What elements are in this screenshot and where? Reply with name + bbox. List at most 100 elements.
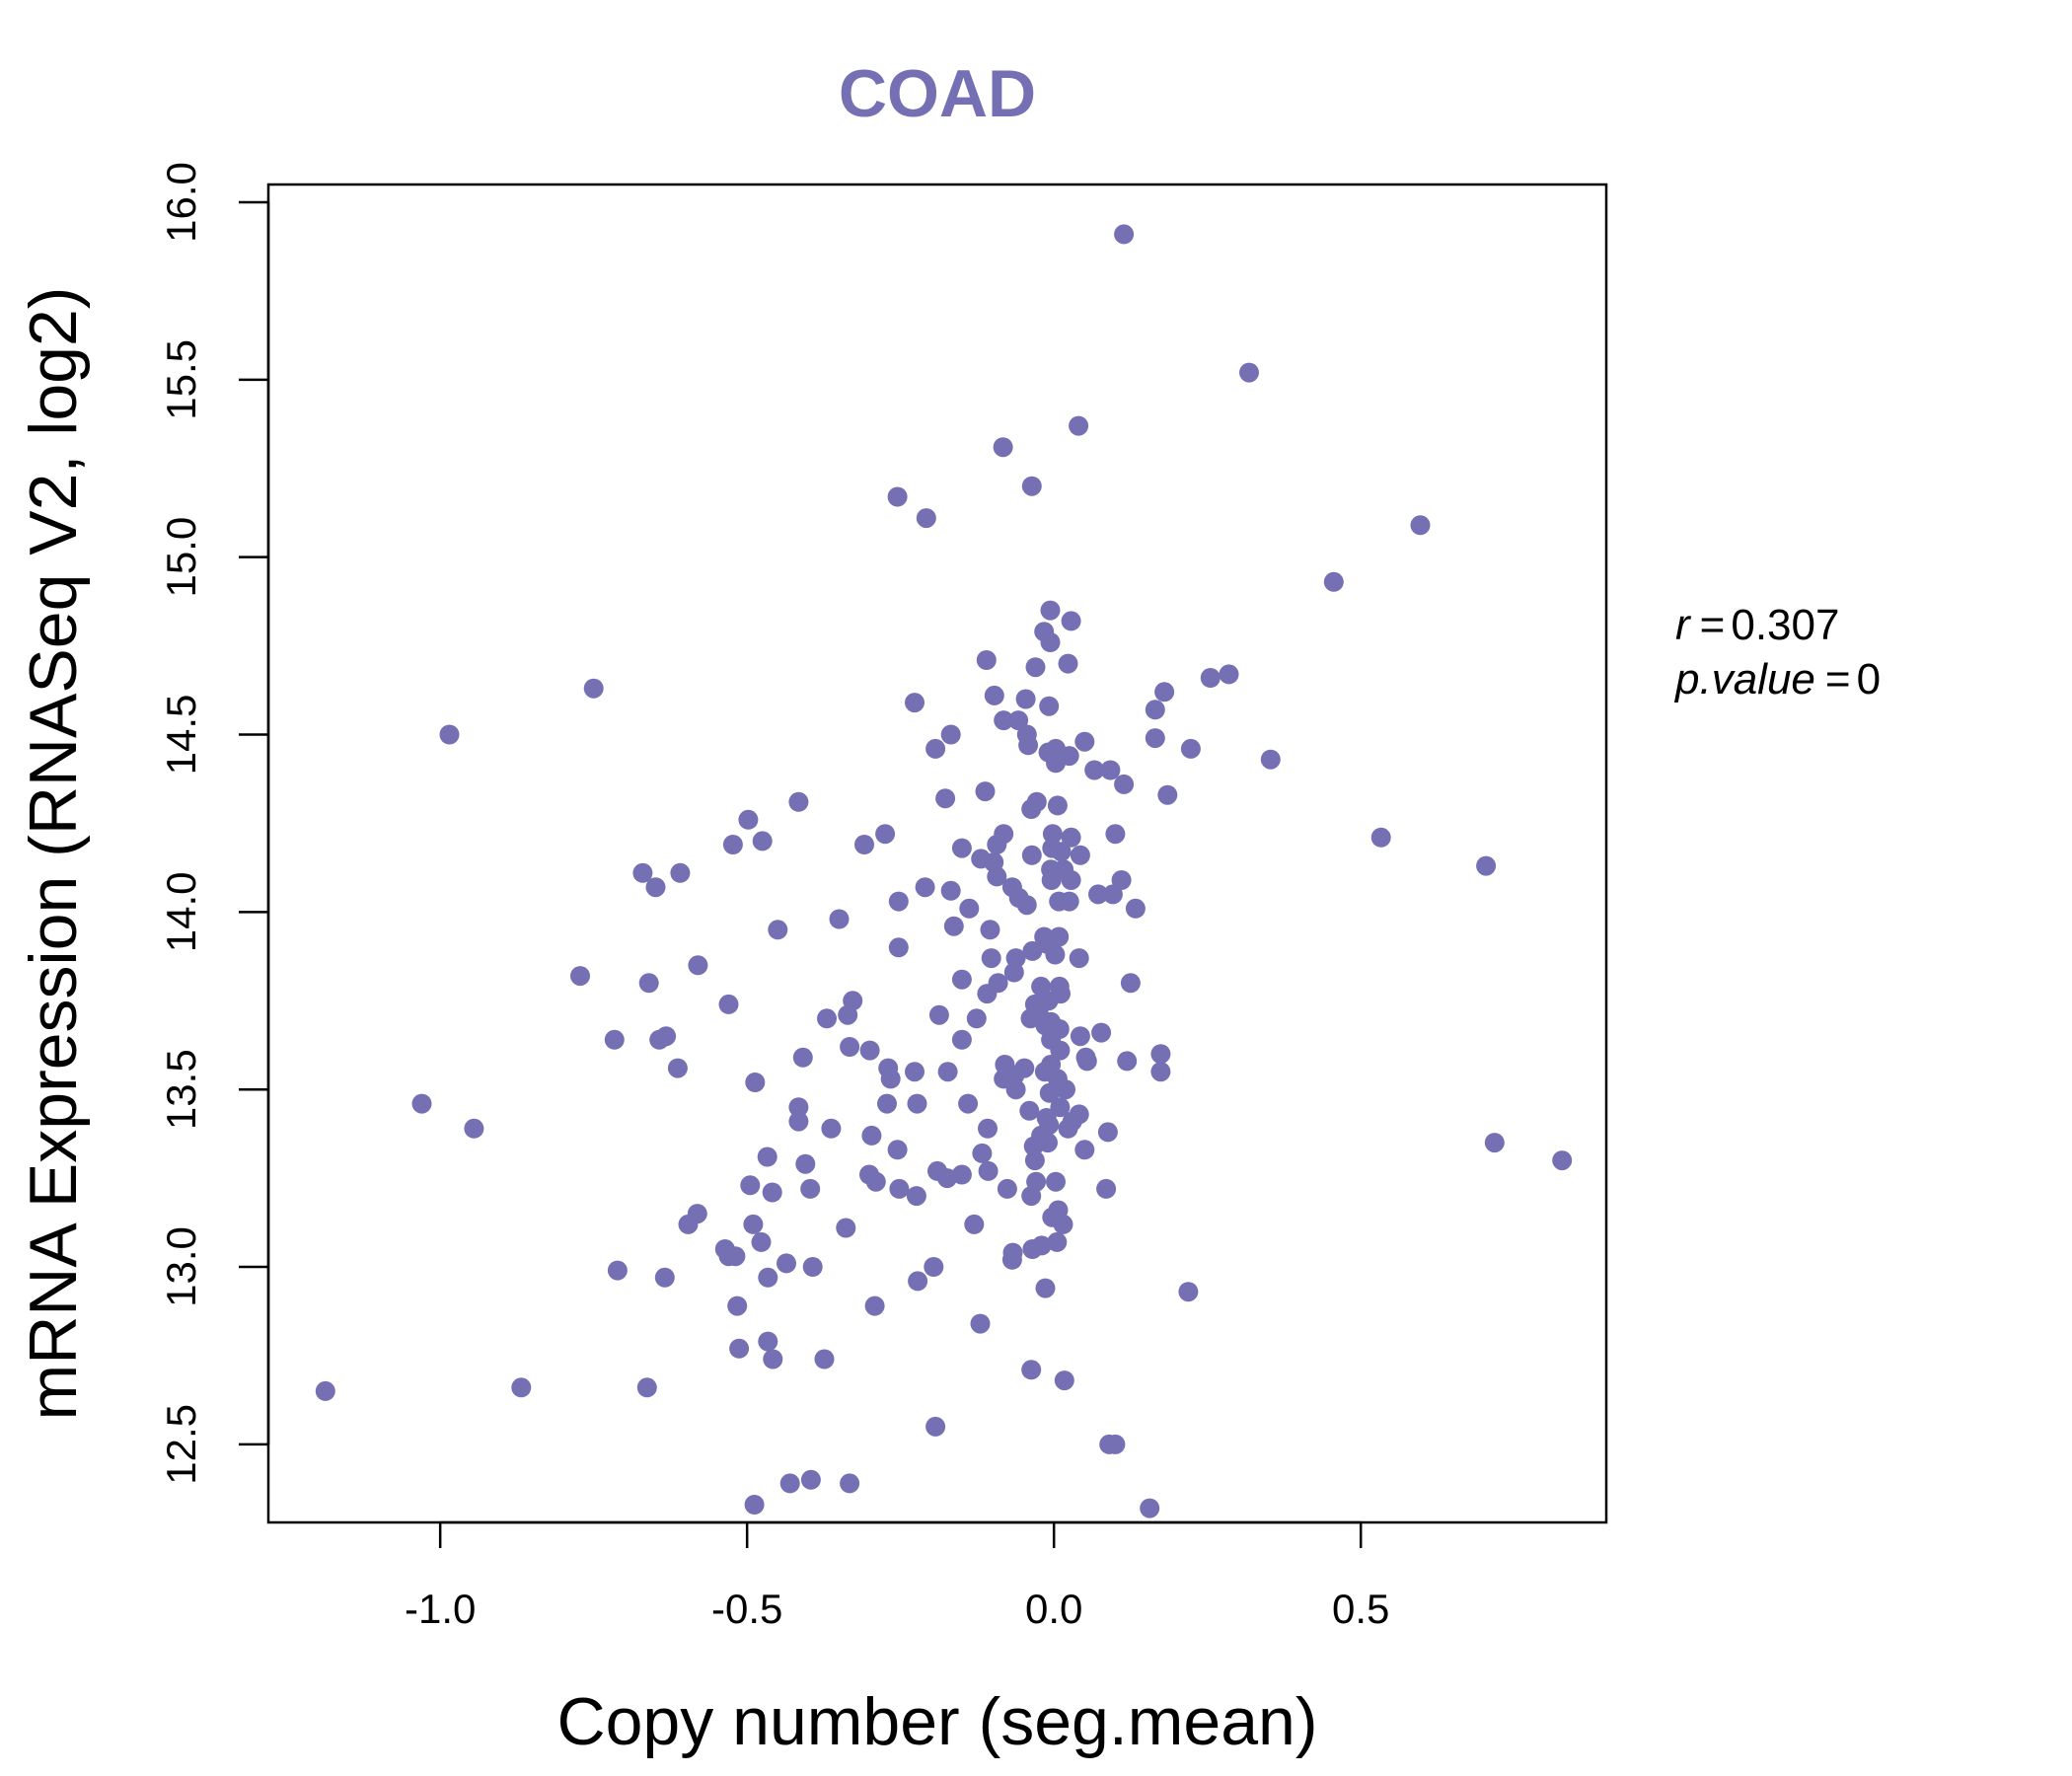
data-point xyxy=(1058,1118,1078,1139)
data-point xyxy=(1046,1171,1066,1192)
data-point xyxy=(1058,653,1078,674)
r-equals: = xyxy=(1700,601,1726,649)
y-tick-label: 15.0 xyxy=(158,517,204,598)
data-point xyxy=(802,1257,823,1277)
data-point xyxy=(743,1214,764,1234)
data-point xyxy=(997,1178,1017,1199)
data-point xyxy=(994,710,1014,731)
data-point xyxy=(984,685,1004,705)
data-point xyxy=(978,1160,999,1181)
r-value: 0.307 xyxy=(1731,601,1839,649)
data-point xyxy=(905,693,925,713)
data-point xyxy=(795,1153,816,1174)
x-tick-label: 0.0 xyxy=(1025,1586,1082,1632)
p-annotation: p.value = 0 xyxy=(1673,655,1881,703)
data-point xyxy=(758,1331,778,1352)
data-point xyxy=(740,1175,761,1196)
data-point xyxy=(814,1349,835,1369)
data-point xyxy=(788,1097,809,1118)
data-point xyxy=(1019,1100,1040,1121)
data-point xyxy=(925,738,946,759)
points-layer xyxy=(315,224,1573,1518)
data-point xyxy=(976,650,997,670)
data-point xyxy=(966,1008,987,1029)
data-point xyxy=(1005,1079,1026,1100)
y-tick-label: 12.5 xyxy=(158,1404,204,1485)
data-point xyxy=(970,1313,991,1334)
data-point xyxy=(1041,870,1062,890)
data-point xyxy=(632,862,653,883)
y-tick-label: 15.5 xyxy=(158,339,204,420)
data-point xyxy=(1047,1231,1068,1252)
data-point xyxy=(757,1147,777,1167)
data-point xyxy=(1200,668,1221,688)
data-point xyxy=(729,1338,750,1359)
data-point xyxy=(1145,728,1165,749)
y-axis: 12.5 13.0 13.5 14.0 14.5 15.0 15.5 16.0 xyxy=(158,162,270,1485)
data-point xyxy=(745,1073,766,1092)
data-point xyxy=(1022,1239,1043,1259)
data-point xyxy=(1145,700,1165,720)
data-point xyxy=(1021,799,1042,819)
data-point xyxy=(752,831,773,851)
data-point xyxy=(1114,224,1135,245)
data-point xyxy=(978,1118,998,1139)
data-point xyxy=(315,1380,335,1401)
y-tick-label: 13.0 xyxy=(158,1226,204,1307)
data-point xyxy=(1023,1136,1044,1156)
x-axis: -1.0 -0.5 0.0 0.5 xyxy=(405,1520,1389,1632)
data-point xyxy=(788,1111,809,1132)
p-label: p.value xyxy=(1673,655,1815,703)
data-point xyxy=(1021,1360,1042,1380)
data-point xyxy=(738,809,759,830)
p-equals: = xyxy=(1825,655,1851,703)
data-point xyxy=(1105,1434,1126,1454)
data-point xyxy=(951,969,972,990)
data-point xyxy=(905,1062,925,1082)
data-point xyxy=(1178,1282,1199,1302)
data-point xyxy=(981,948,1001,969)
p-value: 0 xyxy=(1857,655,1881,703)
data-point xyxy=(817,1008,837,1029)
data-point xyxy=(1100,760,1121,780)
data-point xyxy=(854,835,874,854)
data-point xyxy=(1219,664,1239,685)
data-point xyxy=(1150,1044,1171,1065)
data-point xyxy=(1003,962,1024,983)
data-point xyxy=(1091,1022,1112,1043)
data-point xyxy=(1039,696,1060,716)
data-point xyxy=(840,1037,860,1057)
data-point xyxy=(1323,571,1344,592)
data-point xyxy=(964,1214,985,1234)
data-point xyxy=(861,1125,882,1146)
y-tick-label: 14.5 xyxy=(158,695,204,776)
data-point xyxy=(980,920,1000,940)
x-axis-label: Copy number (seg.mean) xyxy=(556,1684,1317,1759)
data-point xyxy=(583,678,604,699)
data-point xyxy=(1154,682,1175,703)
data-point xyxy=(744,1495,765,1515)
data-point xyxy=(840,1473,860,1494)
data-point xyxy=(829,909,850,929)
data-point xyxy=(607,1260,628,1281)
data-point xyxy=(1040,600,1061,621)
data-point xyxy=(1018,735,1039,756)
data-point xyxy=(762,1182,782,1203)
data-point xyxy=(758,1267,778,1288)
data-point xyxy=(888,891,909,912)
data-point xyxy=(1039,1082,1060,1103)
data-point xyxy=(411,1093,432,1114)
r-label: r xyxy=(1675,601,1692,649)
data-point xyxy=(1069,415,1089,436)
data-point xyxy=(464,1118,484,1139)
y-tick-label: 13.5 xyxy=(158,1049,204,1130)
data-point xyxy=(877,1093,897,1114)
data-point xyxy=(656,1026,677,1047)
data-point xyxy=(722,835,743,854)
data-point xyxy=(924,1257,944,1277)
r-annotation: r = 0.307 xyxy=(1675,601,1839,649)
data-point xyxy=(907,1093,927,1114)
data-point xyxy=(1035,1278,1056,1298)
data-point xyxy=(768,920,788,940)
data-point xyxy=(1096,1178,1117,1199)
